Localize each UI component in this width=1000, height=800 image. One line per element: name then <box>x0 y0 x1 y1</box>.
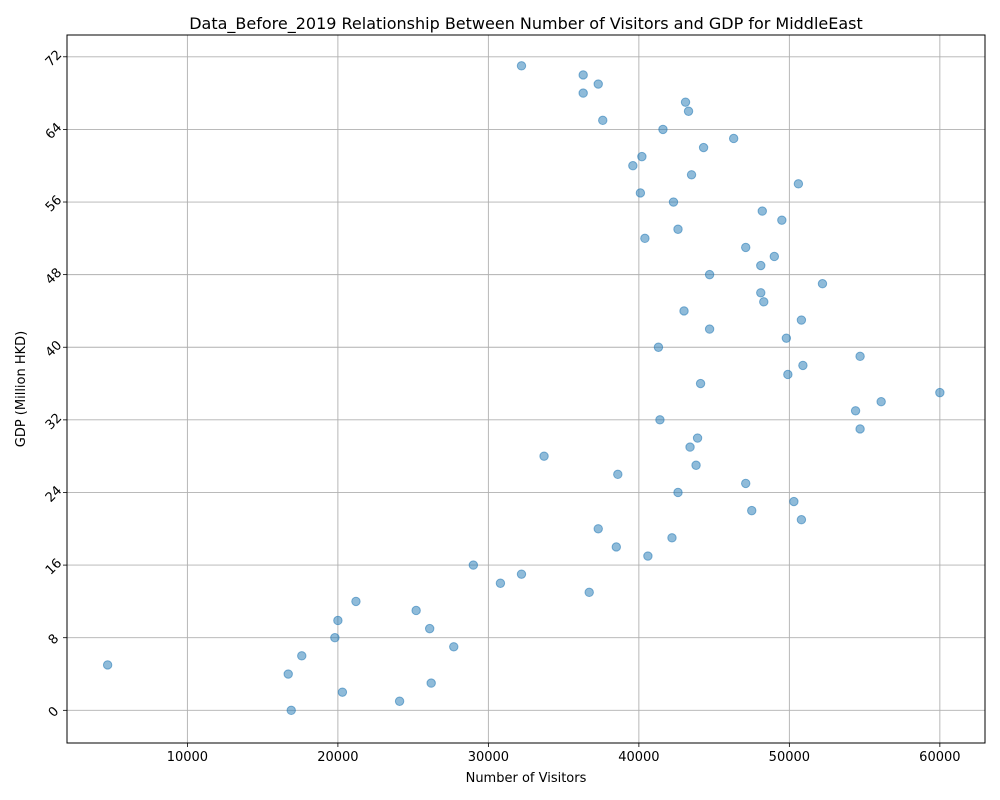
data-point <box>855 424 865 434</box>
data-point <box>850 406 861 416</box>
data-point <box>613 469 623 480</box>
data-point <box>593 524 603 534</box>
data-point <box>704 324 715 334</box>
data-point <box>667 533 677 543</box>
data-point <box>683 106 694 116</box>
data-point <box>741 478 751 489</box>
data-point <box>759 297 769 307</box>
data-point <box>286 705 296 716</box>
y-tick-label: 40 <box>43 338 65 360</box>
y-tick-label: 24 <box>43 483 65 505</box>
y-tick-label: 72 <box>43 48 65 70</box>
data-point <box>655 415 665 425</box>
data-point <box>756 260 766 271</box>
data-point <box>495 578 506 588</box>
data-point <box>781 333 792 343</box>
data-point <box>756 288 766 298</box>
data-point <box>747 505 757 516</box>
x-tick-label: 40000 <box>618 750 659 765</box>
data-point <box>673 487 683 498</box>
data-point <box>516 61 527 71</box>
data-point <box>798 360 808 371</box>
data-point <box>628 161 638 171</box>
data-point <box>741 242 751 253</box>
data-point <box>757 206 767 216</box>
data-point <box>611 542 621 552</box>
data-point <box>653 342 664 352</box>
data-point <box>783 369 793 380</box>
data-point <box>796 315 807 325</box>
data-point <box>777 215 787 225</box>
data-point <box>789 496 799 507</box>
data-point <box>817 279 828 289</box>
data-point <box>691 460 701 470</box>
points-layer <box>102 61 945 716</box>
data-point <box>330 633 340 643</box>
x-tick-label: 60000 <box>919 750 960 765</box>
data-point <box>584 587 594 598</box>
data-point <box>876 397 886 407</box>
data-point <box>426 678 436 688</box>
data-point <box>102 660 113 670</box>
data-point <box>935 387 945 398</box>
data-point <box>855 351 865 362</box>
x-tick-label: 20000 <box>317 750 358 765</box>
y-tick-label: 16 <box>43 556 65 578</box>
data-point <box>704 269 715 280</box>
data-point <box>411 605 421 616</box>
data-point <box>593 79 603 89</box>
data-point <box>796 515 807 525</box>
data-point <box>643 551 653 561</box>
x-axis-label: Number of Visitors <box>466 771 587 786</box>
data-point <box>668 197 679 207</box>
data-point <box>449 642 459 652</box>
data-point <box>516 569 527 579</box>
data-point <box>658 124 668 135</box>
x-tick-label: 50000 <box>769 750 810 765</box>
data-point <box>640 233 650 244</box>
data-point <box>337 687 348 697</box>
data-point <box>539 451 549 461</box>
y-tick-label: 48 <box>43 265 65 287</box>
data-point <box>637 151 647 162</box>
data-point <box>283 669 293 679</box>
ticks-layer: 10000 20000 30000 40000 50000 60000 0 8 16 24 32 40… <box>43 48 961 765</box>
y-axis-label: GDP (Million HKD) <box>14 331 29 448</box>
y-tick-label: 0 <box>46 704 62 720</box>
x-tick-label: 10000 <box>167 750 208 765</box>
data-point <box>673 224 683 234</box>
data-point <box>333 615 343 626</box>
data-point <box>685 442 695 452</box>
data-point <box>468 560 479 570</box>
data-point <box>680 97 691 107</box>
grid-layer <box>67 35 985 743</box>
plot-frame <box>66 34 986 744</box>
data-point <box>578 70 588 80</box>
data-point <box>769 251 780 262</box>
data-point <box>793 179 804 189</box>
data-point <box>635 188 646 198</box>
data-point <box>424 623 435 634</box>
data-point <box>698 142 709 153</box>
data-point <box>598 115 608 126</box>
data-point <box>394 696 405 706</box>
data-point <box>578 88 588 98</box>
y-tick-label: 8 <box>46 631 62 647</box>
y-tick-label: 64 <box>43 120 65 142</box>
chart-title: Data_Before_2019 Relationship Between Nu… <box>189 14 863 34</box>
data-point <box>297 651 307 661</box>
y-tick-label: 32 <box>43 411 65 433</box>
y-tick-label: 56 <box>43 193 65 215</box>
x-tick-label: 30000 <box>468 750 509 765</box>
data-point <box>679 306 689 316</box>
data-point <box>686 170 697 180</box>
data-point <box>695 378 706 389</box>
data-point <box>351 596 361 607</box>
data-point <box>692 433 703 443</box>
data-point <box>728 133 739 144</box>
